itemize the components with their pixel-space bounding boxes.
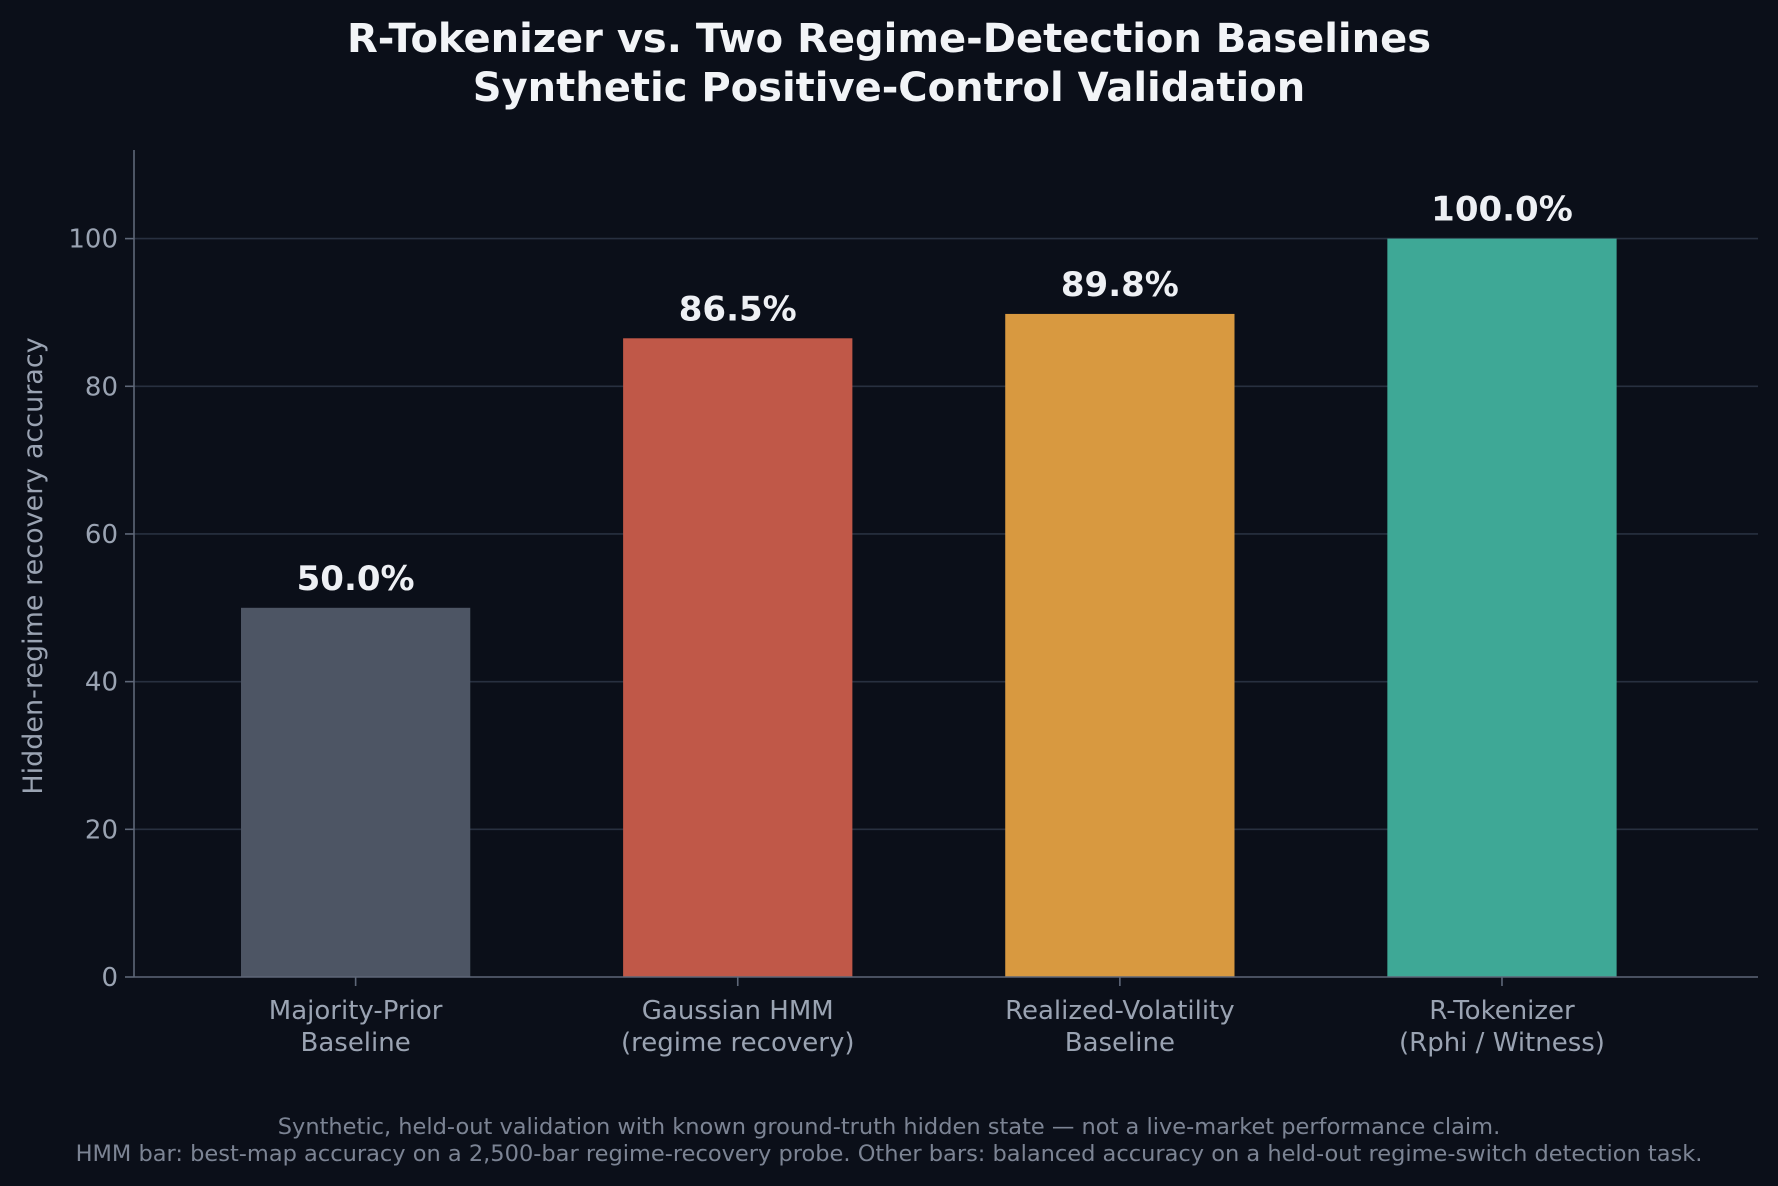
- footnote-line-2: HMM bar: best-map accuracy on a 2,500-ba…: [76, 1141, 1703, 1167]
- data-label-1: 86.5%: [679, 289, 797, 329]
- x-tick-label-2-line-0: Realized-Volatility: [1005, 996, 1235, 1026]
- y-axis-ticks: 0 20 40 60 80 100: [68, 225, 134, 993]
- x-tick-label-3-line-0: R-Tokenizer: [1429, 996, 1575, 1026]
- bar-1: [623, 338, 853, 978]
- data-labels: 50.0% 86.5% 89.8% 100.0%: [297, 190, 1573, 599]
- x-tick-label-1-line-0: Gaussian HMM: [642, 996, 834, 1026]
- bars: [240, 238, 1617, 978]
- chart-title-line-2: Synthetic Positive-Control Validation: [473, 65, 1305, 111]
- x-tick-label-0-line-1: Baseline: [301, 1028, 411, 1058]
- x-tick-label-1-line-1: (regime recovery): [621, 1028, 855, 1058]
- x-tick-label-3-line-1: (Rphi / Witness): [1399, 1028, 1605, 1058]
- x-tick-label-2-line-1: Baseline: [1065, 1028, 1175, 1058]
- y-axis-label: Hidden-regime recovery accuracy: [18, 337, 49, 794]
- x-tick-label-0-line-0: Majority-Prior: [269, 996, 443, 1026]
- data-label-2: 89.8%: [1061, 265, 1179, 305]
- y-tick-label-0: 0: [101, 963, 118, 993]
- axes: [133, 150, 1758, 978]
- data-label-0: 50.0%: [297, 559, 415, 599]
- y-tick-label-60: 60: [85, 520, 118, 550]
- footnotes: Synthetic, held-out validation with know…: [76, 1114, 1703, 1167]
- bar-2: [1005, 313, 1235, 977]
- bar-0: [240, 607, 471, 977]
- bar-3: [1387, 238, 1617, 977]
- data-label-3: 100.0%: [1431, 190, 1573, 230]
- chart-title: R-Tokenizer vs. Two Regime-Detection Bas…: [347, 16, 1431, 111]
- y-tick-label-100: 100: [68, 225, 118, 255]
- y-tick-label-20: 20: [85, 815, 118, 845]
- footnote-line-1: Synthetic, held-out validation with know…: [278, 1114, 1501, 1140]
- y-tick-label-80: 80: [85, 372, 118, 402]
- chart-title-line-1: R-Tokenizer vs. Two Regime-Detection Bas…: [347, 16, 1431, 62]
- y-tick-label-40: 40: [85, 668, 118, 698]
